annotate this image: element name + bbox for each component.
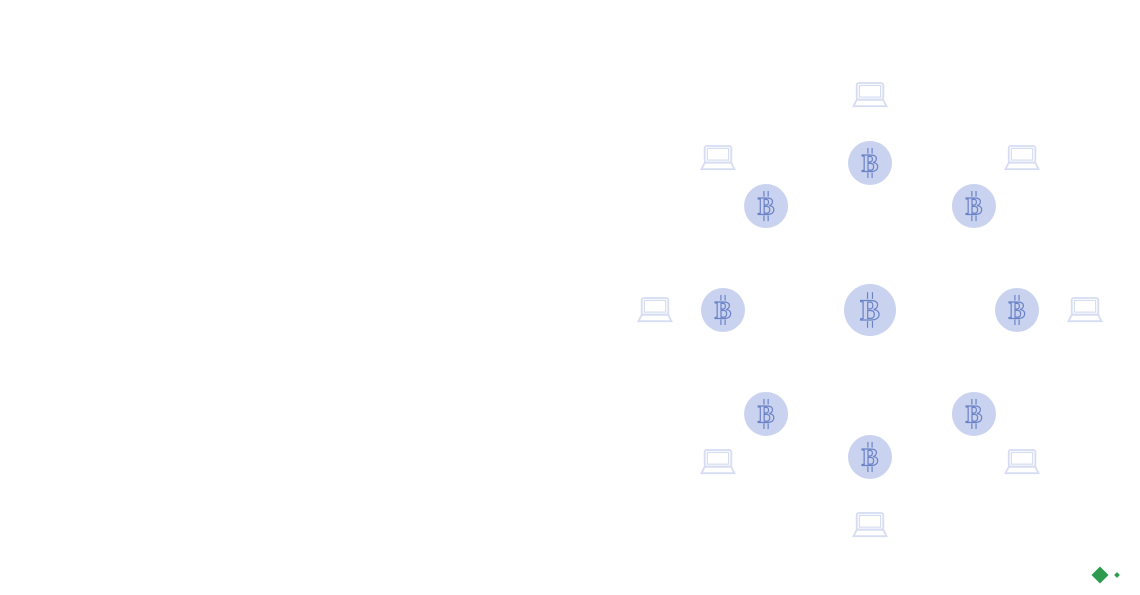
svg-text:B: B: [860, 295, 880, 327]
btc-node-5: B: [744, 392, 788, 436]
btc-node-0: B: [848, 141, 892, 185]
svg-text:B: B: [758, 193, 775, 220]
laptop-node-7: [690, 130, 746, 186]
svg-text:B: B: [966, 193, 983, 220]
btc-node-6: B: [701, 288, 745, 332]
svg-text:B: B: [966, 401, 983, 428]
btc-node-3: B: [952, 392, 996, 436]
logo-diamond-icon: [1092, 567, 1109, 584]
btc-node-7: B: [744, 184, 788, 228]
laptop-node-1: [994, 130, 1050, 186]
brand-logo: [1094, 567, 1122, 583]
logo-dot-icon: [1114, 572, 1120, 578]
btc-node-2: B: [995, 288, 1039, 332]
svg-text:B: B: [862, 150, 879, 177]
svg-text:B: B: [862, 444, 879, 471]
laptop-node-4: [842, 497, 898, 553]
svg-text:B: B: [758, 401, 775, 428]
laptop-node-5: [690, 434, 746, 490]
svg-text:B: B: [1009, 297, 1026, 324]
laptop-node-0: [842, 67, 898, 123]
btc-node-1: B: [952, 184, 996, 228]
btc-node-4: B: [848, 435, 892, 479]
btc-center-node: B: [844, 284, 896, 336]
laptop-node-6: [627, 282, 683, 338]
svg-text:B: B: [715, 297, 732, 324]
laptop-node-2: [1057, 282, 1113, 338]
laptop-node-3: [994, 434, 1050, 490]
